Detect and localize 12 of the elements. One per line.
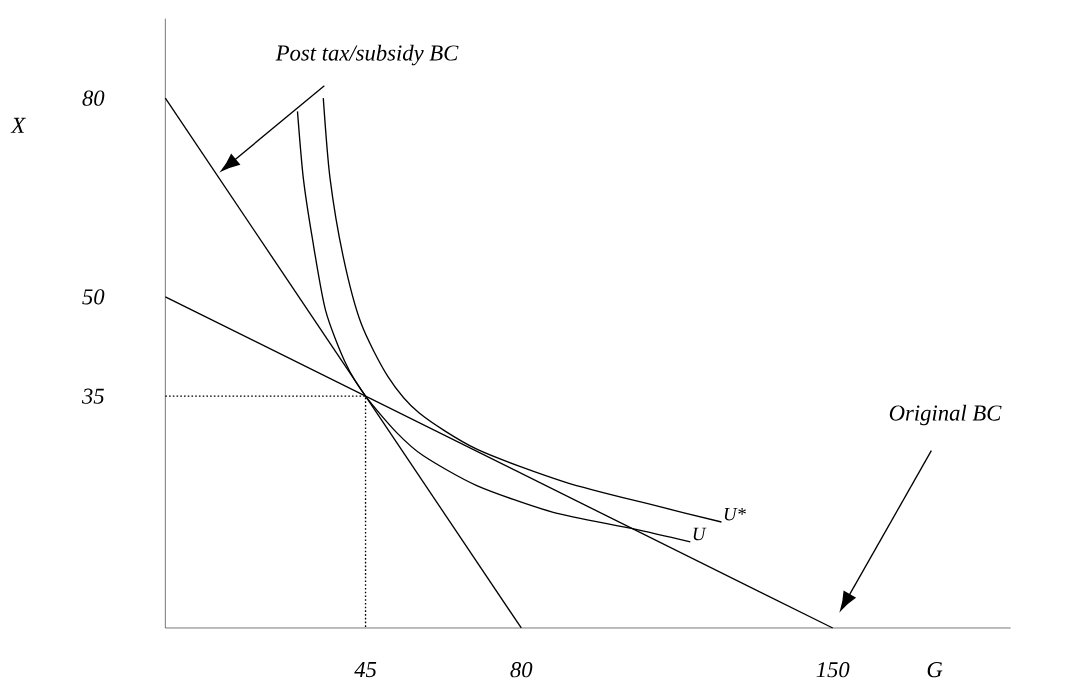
- x-tick-label: 150: [816, 662, 850, 678]
- x-tick-label: 45: [354, 662, 377, 678]
- y-axis-title: X: [10, 117, 26, 133]
- annotation: Post tax/subsidy BC: [275, 44, 459, 66]
- y-tick-label: 35: [81, 388, 104, 404]
- series-label: U*: [724, 508, 746, 521]
- y-tick-label: 80: [82, 90, 105, 106]
- x-tick-label: 80: [510, 662, 533, 678]
- annotation: Original BC: [889, 404, 1002, 426]
- series-label: U: [693, 527, 707, 541]
- y-tick-label: 50: [82, 289, 105, 305]
- x-axis-title: G: [927, 662, 943, 678]
